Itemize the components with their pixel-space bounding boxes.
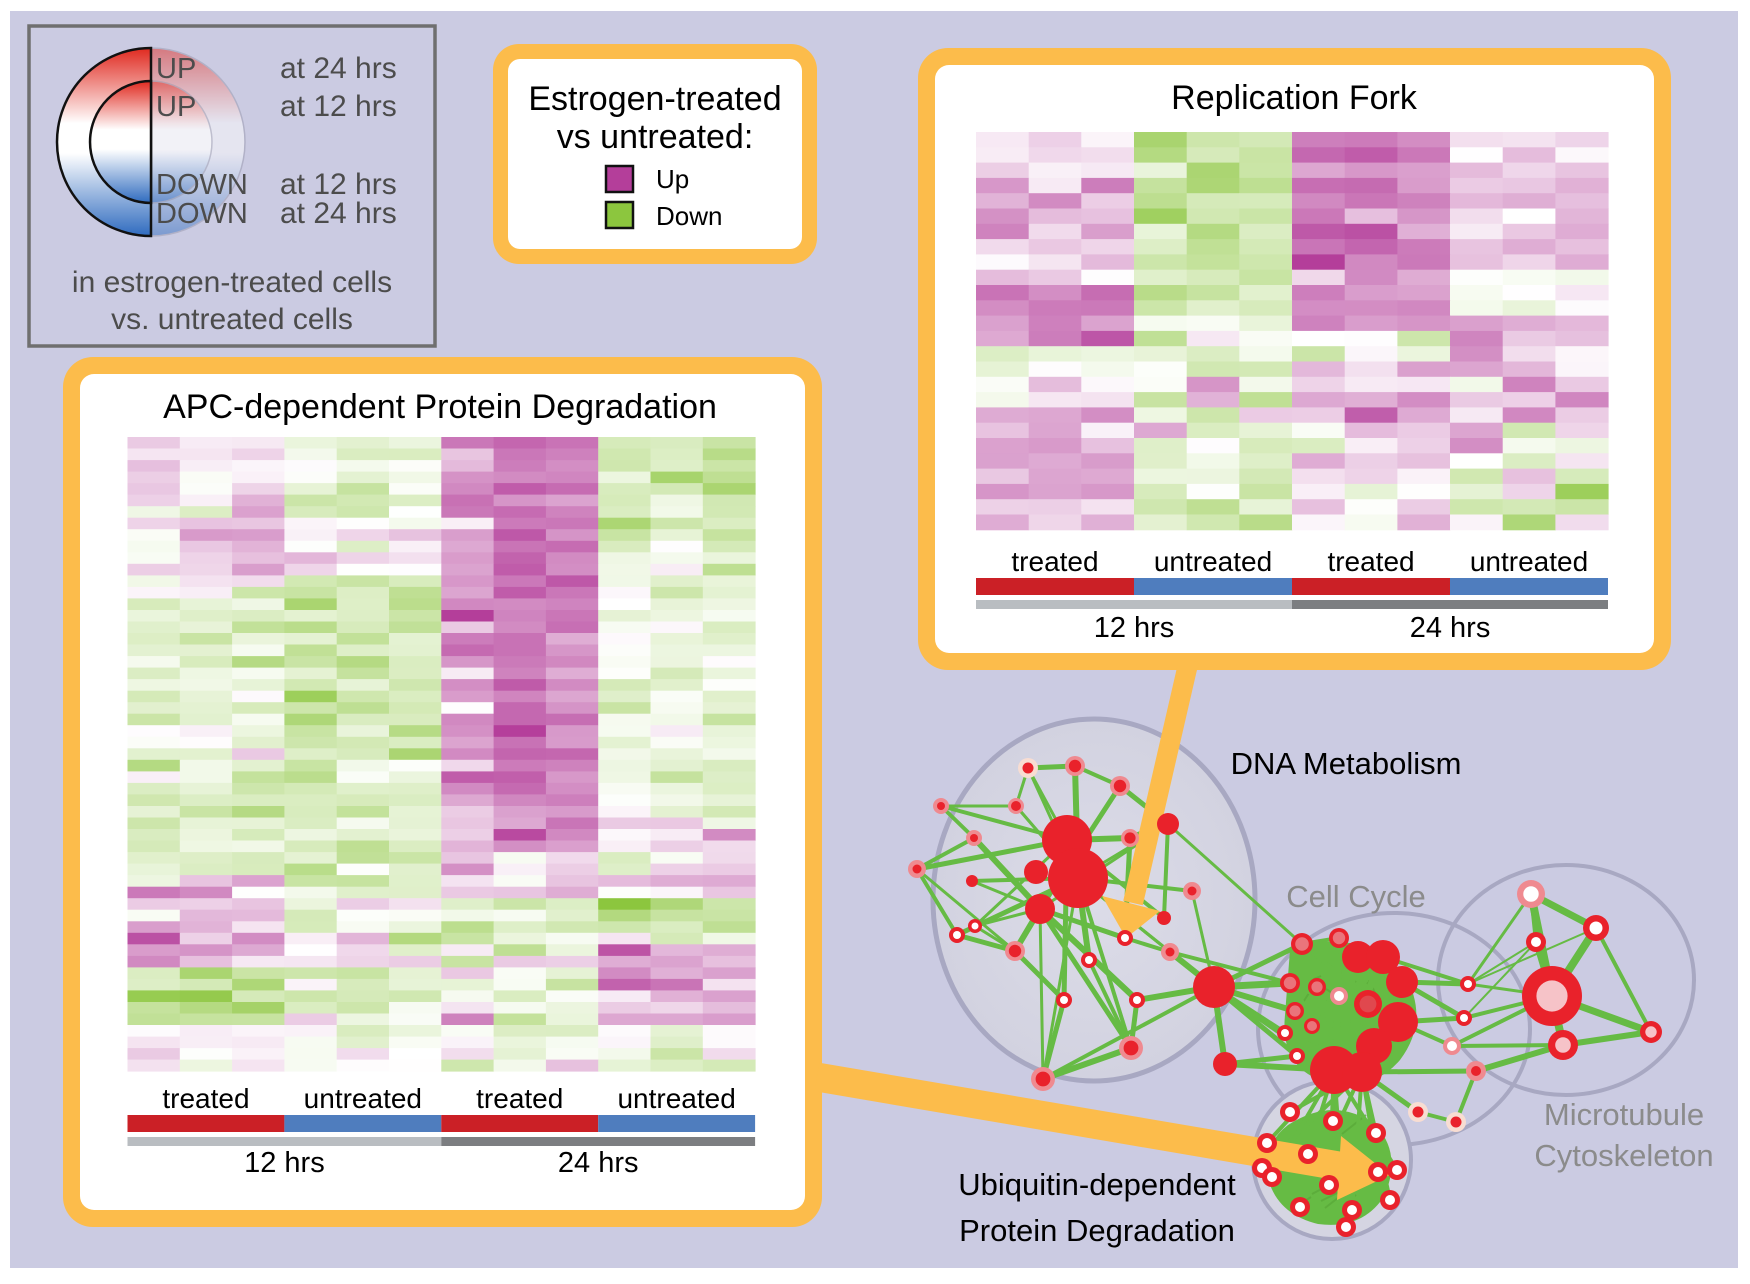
svg-text:24 hrs: 24 hrs (1410, 612, 1491, 644)
svg-text:Cytoskeleton: Cytoskeleton (1534, 1138, 1713, 1173)
svg-text:24 hrs: 24 hrs (558, 1147, 639, 1179)
svg-text:Estrogen-treated: Estrogen-treated (528, 80, 781, 118)
svg-text:treated: treated (1011, 546, 1098, 577)
svg-text:untreated: untreated (617, 1083, 735, 1114)
svg-text:UP: UP (156, 91, 196, 123)
svg-text:Up: Up (656, 164, 689, 194)
svg-text:treated: treated (1327, 546, 1414, 577)
svg-text:DNA Metabolism: DNA Metabolism (1231, 746, 1462, 781)
svg-text:vs untreated:: vs untreated: (557, 118, 754, 156)
svg-text:untreated: untreated (304, 1083, 422, 1114)
svg-text:Microtubule: Microtubule (1544, 1097, 1704, 1132)
svg-text:APC-dependent Protein Degradat: APC-dependent Protein Degradation (163, 388, 717, 426)
svg-text:UP: UP (156, 53, 196, 85)
svg-text:Ubiquitin-dependent: Ubiquitin-dependent (958, 1167, 1236, 1202)
svg-text:untreated: untreated (1154, 546, 1272, 577)
svg-text:in estrogen-treated cells: in estrogen-treated cells (72, 266, 392, 299)
svg-text:at 24 hrs: at 24 hrs (280, 52, 397, 85)
svg-text:vs. untreated cells: vs. untreated cells (111, 303, 353, 336)
svg-text:DOWN: DOWN (156, 198, 248, 230)
svg-text:Down: Down (656, 201, 722, 231)
svg-text:Protein Degradation: Protein Degradation (959, 1213, 1235, 1248)
svg-text:treated: treated (162, 1083, 249, 1114)
svg-text:12 hrs: 12 hrs (1094, 612, 1175, 644)
svg-text:DOWN: DOWN (156, 169, 248, 201)
svg-text:Cell Cycle: Cell Cycle (1286, 879, 1426, 914)
svg-text:untreated: untreated (1470, 546, 1588, 577)
svg-text:treated: treated (476, 1083, 563, 1114)
svg-text:Replication Fork: Replication Fork (1171, 79, 1418, 117)
svg-text:at 12 hrs: at 12 hrs (280, 168, 397, 201)
svg-text:at 12 hrs: at 12 hrs (280, 90, 397, 123)
svg-text:12 hrs: 12 hrs (244, 1147, 325, 1179)
svg-text:at 24 hrs: at 24 hrs (280, 197, 397, 230)
